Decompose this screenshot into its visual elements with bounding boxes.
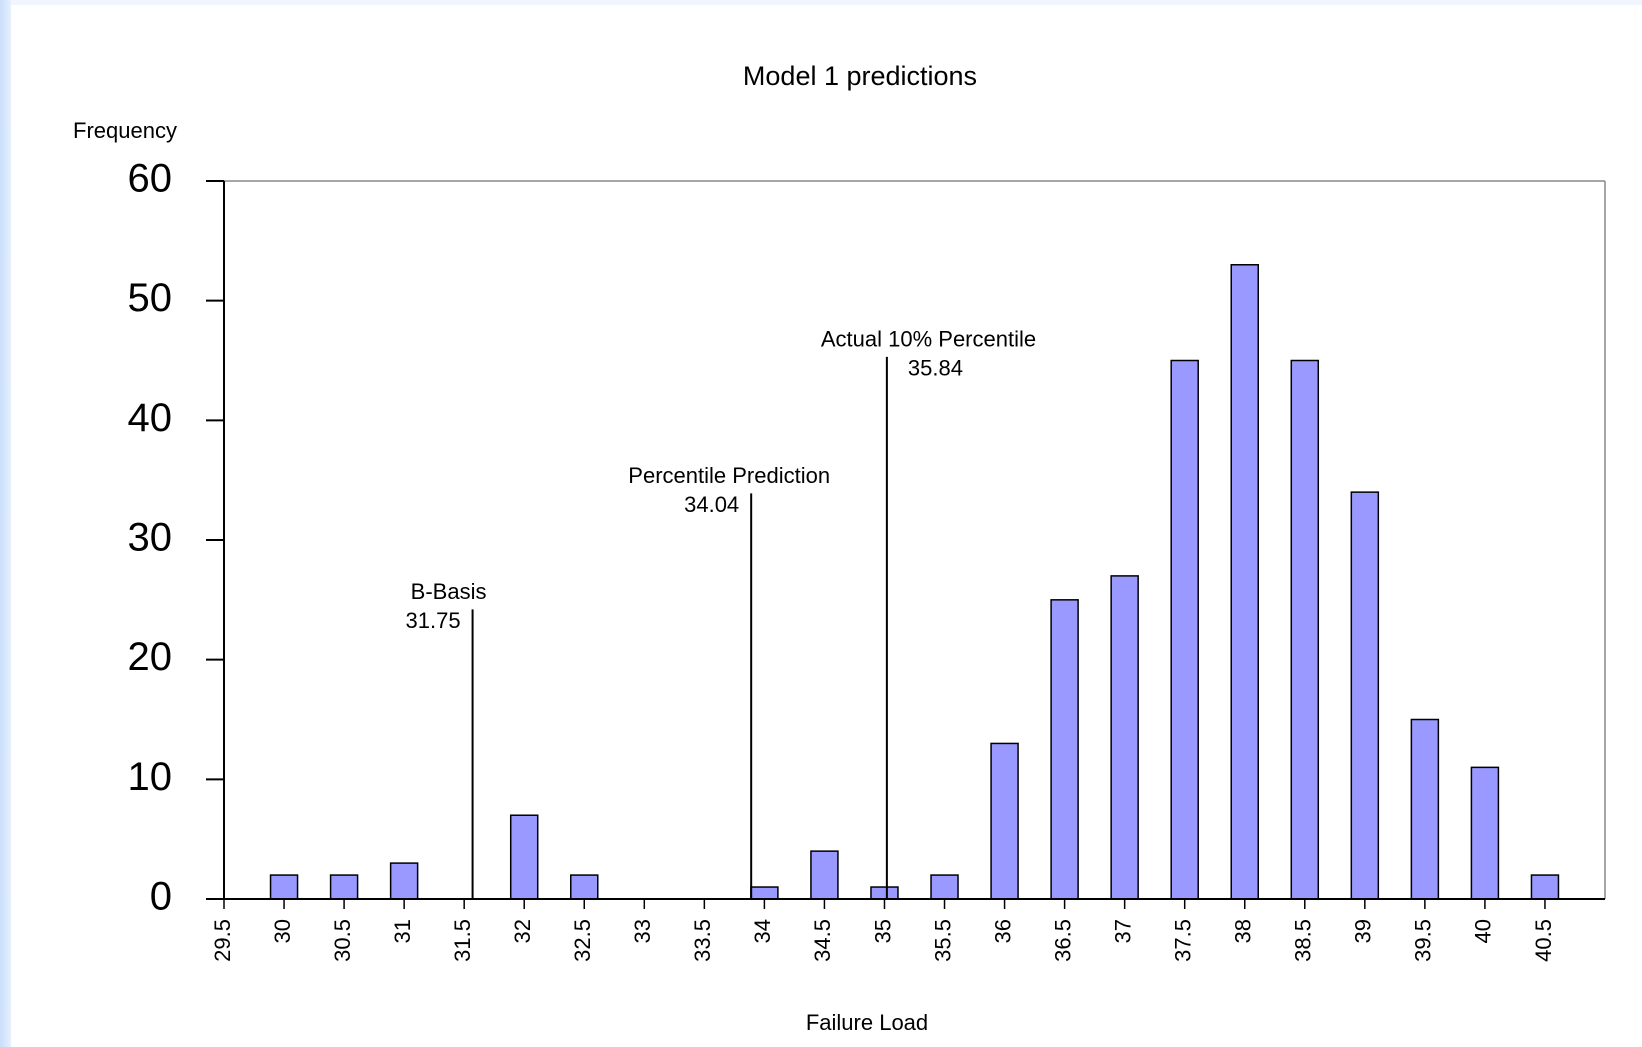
- bar: [509, 814, 539, 900]
- x-tick-label: 36: [990, 919, 1015, 943]
- bar: [1470, 766, 1500, 900]
- y-tick-label: 20: [128, 635, 173, 679]
- annotation-value: 31.75: [406, 608, 461, 633]
- bar: [810, 850, 839, 900]
- x-tick-label: 37: [1110, 919, 1135, 943]
- bar: [1230, 264, 1259, 900]
- x-tick-label: 38.5: [1291, 919, 1316, 962]
- x-tick-label: 34.5: [810, 919, 835, 962]
- x-tick-label: 34: [750, 919, 775, 943]
- bar: [1050, 599, 1079, 900]
- x-tick-label: 35.5: [930, 919, 955, 962]
- y-tick-label: 40: [128, 396, 173, 440]
- x-tick-label: 39.5: [1411, 919, 1436, 962]
- x-tick-label: 33: [630, 919, 655, 943]
- x-tick-label: 30: [270, 919, 295, 943]
- bar: [1170, 359, 1199, 900]
- y-tick-label: 30: [128, 516, 173, 560]
- x-tick-label: 35: [870, 919, 895, 943]
- bar: [329, 874, 359, 900]
- annotation-value: 34.04: [684, 492, 739, 517]
- x-tick-label: 31: [390, 919, 415, 943]
- bar: [389, 862, 419, 900]
- x-tick-label: 39: [1351, 919, 1376, 943]
- bar: [870, 886, 899, 900]
- bar: [930, 874, 959, 900]
- x-tick-label: 31.5: [450, 919, 475, 962]
- top-strip: [11, 0, 1642, 5]
- x-tick-label: 33.5: [690, 919, 715, 962]
- y-tick-label: 0: [150, 875, 172, 919]
- y-axis-label: Frequency: [73, 118, 177, 143]
- bar: [1110, 575, 1139, 900]
- bar: [269, 874, 299, 900]
- bar: [1410, 718, 1440, 900]
- y-tick-label: 60: [128, 157, 173, 201]
- bar: [750, 886, 779, 900]
- x-axis-label: Failure Load: [806, 1010, 928, 1035]
- annotation-label: B-Basis: [411, 579, 487, 604]
- annotation-label: Percentile Prediction: [628, 463, 830, 488]
- bar: [570, 874, 599, 900]
- x-tick-label: 38: [1231, 919, 1256, 943]
- chart-title: Model 1 predictions: [743, 61, 977, 91]
- bar: [990, 742, 1019, 900]
- annotation-value: 35.84: [908, 356, 963, 381]
- bar: [1530, 874, 1560, 900]
- x-tick-label: 30.5: [330, 919, 355, 962]
- x-tick-label: 37.5: [1171, 919, 1196, 962]
- y-tick-label: 10: [128, 755, 173, 799]
- x-tick-label: 40: [1471, 919, 1496, 943]
- x-tick-label: 40.5: [1531, 919, 1556, 962]
- annotation-label: Actual 10% Percentile: [821, 327, 1036, 352]
- x-tick-label: 36.5: [1050, 919, 1075, 962]
- x-tick-label: 32.5: [570, 919, 595, 962]
- bar: [1290, 359, 1320, 900]
- x-tick-label: 29.5: [210, 919, 235, 962]
- y-tick-label: 50: [128, 276, 173, 320]
- side-strip: [0, 0, 11, 1047]
- x-tick-label: 32: [510, 919, 535, 943]
- bar: [1350, 491, 1380, 900]
